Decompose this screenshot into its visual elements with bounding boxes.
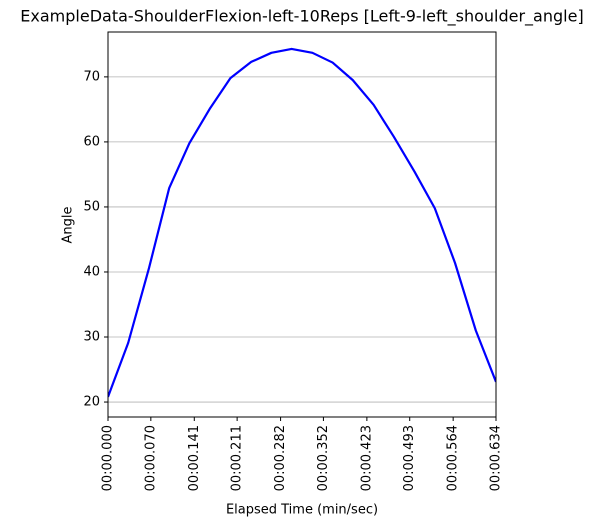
- x-tick-label: 00:00.564: [446, 425, 461, 491]
- x-tick-label: 00:00.000: [101, 425, 116, 491]
- y-tick-label: 40: [83, 264, 100, 279]
- y-axis-label: Angle: [61, 207, 76, 244]
- x-tick-label: 00:00.493: [402, 425, 417, 491]
- y-tick-label: 50: [83, 199, 100, 214]
- x-tick-label: 00:00.352: [316, 425, 331, 491]
- data-line: [108, 47, 496, 398]
- y-tick-label: 60: [83, 134, 100, 149]
- chart-title: ExampleData-ShoulderFlexion-left-10Reps …: [20, 7, 583, 27]
- x-tick-label: 00:00.634: [489, 425, 504, 491]
- x-tick-label: 00:00.423: [359, 425, 374, 491]
- y-tick-label: 70: [83, 69, 100, 84]
- x-tick-label: 00:00.141: [187, 425, 202, 491]
- x-tick-label: 00:00.282: [273, 425, 288, 491]
- plot-frame: [107, 31, 497, 418]
- x-tick-label: 00:00.211: [230, 425, 245, 491]
- x-tick-label: 00:00.070: [143, 425, 158, 491]
- y-tick-label: 20: [83, 395, 100, 410]
- x-axis-label: Elapsed Time (min/sec): [226, 503, 378, 518]
- y-tick-label: 30: [83, 330, 100, 345]
